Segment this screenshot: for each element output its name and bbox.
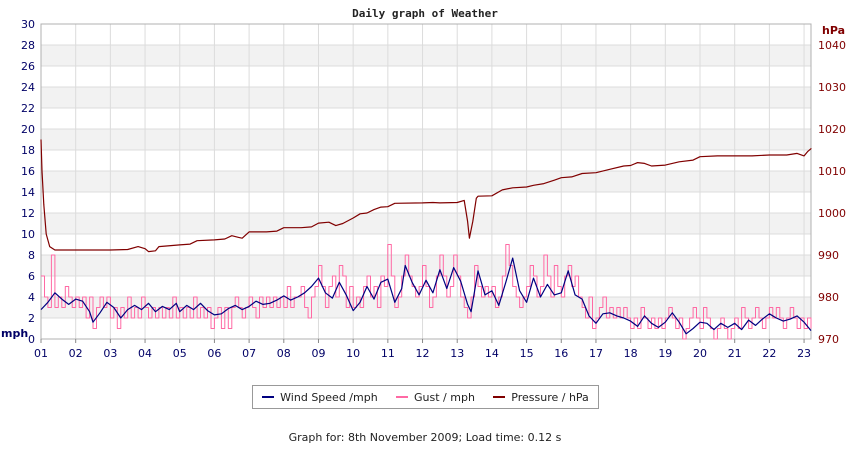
x-tick-label: 10: [346, 347, 360, 360]
right-tick-label: 970: [818, 333, 839, 346]
x-tick-label: 01: [34, 347, 48, 360]
x-tick-label: 03: [103, 347, 117, 360]
x-tick-label: 08: [277, 347, 291, 360]
plot-band: [41, 297, 811, 318]
left-tick-label: 20: [21, 123, 35, 136]
right-axis: 970 980 990 1000 1010 1020 1030 1040: [818, 39, 846, 346]
left-tick-label: 26: [21, 60, 35, 73]
left-tick-label: 16: [21, 165, 35, 178]
plot-band: [41, 150, 811, 171]
weather-chart: Daily graph of Weather 02468101214161820…: [1, 7, 846, 360]
left-tick-label: 30: [21, 18, 35, 31]
right-tick-label: 990: [818, 249, 839, 262]
right-tick-label: 1030: [818, 81, 846, 94]
footer-text: Graph for: 8th November 2009; Load time:…: [288, 431, 562, 444]
plot-band: [41, 66, 811, 87]
plot-band: [41, 213, 811, 234]
x-tick-label: 11: [381, 347, 395, 360]
left-tick-label: 12: [21, 207, 35, 220]
plot-band: [41, 87, 811, 108]
x-tick-label: 06: [207, 347, 221, 360]
series-line-pressure: [40, 139, 812, 253]
x-tick-label: 17: [589, 347, 603, 360]
right-tick-label: 1020: [818, 123, 846, 136]
legend-item-wind: Wind Speed /mph: [262, 391, 378, 404]
plot-band: [41, 45, 811, 66]
right-tick-label: 1010: [818, 165, 846, 178]
right-axis-unit: hPa: [822, 24, 845, 37]
x-axis: 01 02 03 04 05 06 07 08 09 10 11 12 13 14 15 16 17 18 19 20…: [34, 339, 811, 360]
x-tick-label: 22: [762, 347, 776, 360]
left-tick-label: 22: [21, 102, 35, 115]
left-tick-label: 2: [28, 312, 35, 325]
plot-band: [41, 108, 811, 129]
left-tick-label: 4: [28, 291, 35, 304]
left-tick-label: 24: [21, 81, 35, 94]
series-line-gust: [41, 244, 812, 340]
plot-band: [41, 24, 811, 45]
legend-item-gust: Gust / mph: [396, 391, 475, 404]
plot-background: [41, 24, 811, 339]
left-tick-label: 10: [21, 228, 35, 241]
x-tick-label: 05: [173, 347, 187, 360]
legend-label-pressure: Pressure / hPa: [511, 390, 589, 404]
x-tick-label: 15: [520, 347, 534, 360]
x-tick-label: 09: [311, 347, 325, 360]
left-axis-unit: mph: [1, 327, 28, 340]
x-tick-label: 23: [797, 347, 811, 360]
x-tick-label: 12: [416, 347, 430, 360]
plot-frame: [40, 23, 812, 340]
left-tick-label: 14: [21, 186, 35, 199]
chart-title: Daily graph of Weather: [352, 7, 498, 20]
series-line-wind-speed: [40, 257, 812, 335]
plot-band: [41, 171, 811, 192]
x-tick-label: 19: [658, 347, 672, 360]
left-tick-label: 6: [28, 270, 35, 283]
x-tick-label: 21: [728, 347, 742, 360]
legend: Wind Speed /mph Gust / mph Pressure / hP…: [252, 385, 599, 409]
x-tick-label: 14: [485, 347, 499, 360]
left-tick-label: 18: [21, 144, 35, 157]
legend-swatch-gust: [396, 396, 409, 398]
left-tick-label: 28: [21, 39, 35, 52]
legend-label-wind: Wind Speed /mph: [280, 390, 378, 404]
right-tick-label: 1040: [818, 39, 846, 52]
legend-swatch-pressure: [493, 396, 506, 398]
legend-label-gust: Gust / mph: [414, 390, 475, 404]
left-tick-label: 8: [28, 249, 35, 262]
plot-band: [41, 234, 811, 255]
plot-band: [41, 129, 811, 150]
right-tick-label: 1000: [818, 207, 846, 220]
x-tick-label: 02: [69, 347, 83, 360]
legend-swatch-wind: [262, 396, 275, 398]
x-tick-label: 16: [554, 347, 568, 360]
plot-band: [41, 318, 811, 339]
x-tick-label: 04: [138, 347, 152, 360]
right-tick-label: 980: [818, 291, 839, 304]
data-series: [40, 139, 812, 340]
x-tick-label: 18: [624, 347, 638, 360]
x-tick-label: 07: [242, 347, 256, 360]
x-tick-label: 20: [693, 347, 707, 360]
x-tick-label: 13: [450, 347, 464, 360]
legend-item-pressure: Pressure / hPa: [493, 391, 589, 404]
left-tick-label: 0: [28, 333, 35, 346]
